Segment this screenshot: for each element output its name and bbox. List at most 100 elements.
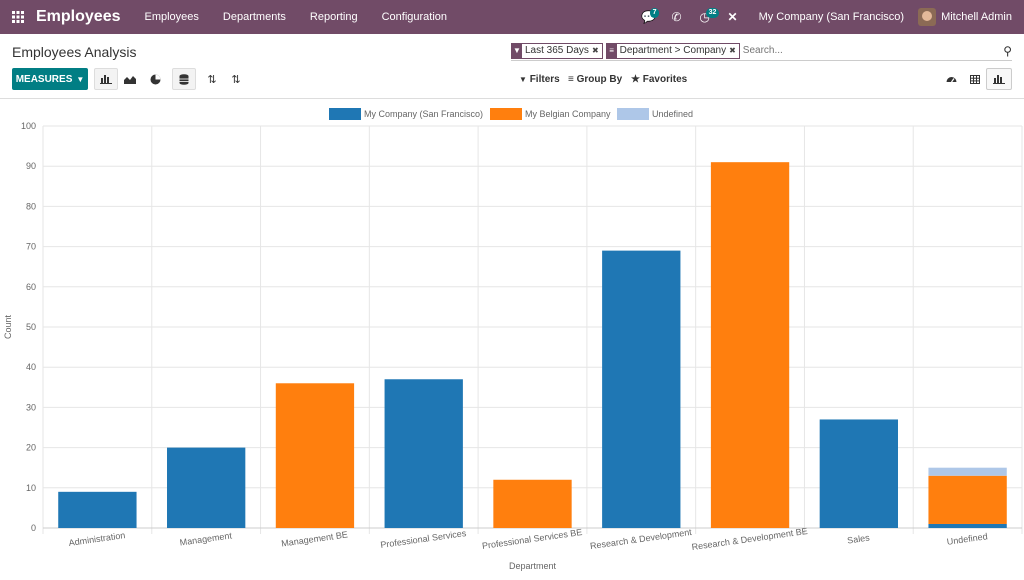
- favorites-dropdown[interactable]: ★ Favorites: [631, 74, 687, 85]
- y-tick-label: 0: [31, 523, 36, 533]
- bar-chart-icon: [993, 75, 1005, 84]
- group-by-icon: ≡: [606, 43, 617, 58]
- messages-button[interactable]: 💬 7: [635, 0, 663, 34]
- phone-button[interactable]: ✆: [663, 0, 691, 34]
- bar-chart: 0 10 20 30 40 50 60 70 80 90 100 Administration Mana…: [3, 108, 1023, 571]
- filters-label: Filters: [529, 74, 560, 85]
- sort-descending-button[interactable]: ⇅: [200, 68, 224, 90]
- y-tick-label: 80: [26, 201, 36, 211]
- stacked-button[interactable]: [172, 68, 196, 90]
- app-brand[interactable]: Employees: [36, 8, 121, 25]
- menu-reporting[interactable]: Reporting: [309, 11, 358, 23]
- avatar: [918, 8, 937, 26]
- facet-period-label: Last 365 Days: [525, 45, 589, 56]
- database-icon: [179, 73, 189, 85]
- sort-ascending-button[interactable]: ⇅: [224, 68, 248, 90]
- facet-groupby[interactable]: ≡ Department > Company ✖: [605, 42, 740, 59]
- facet-groupby-label: Department > Company: [619, 45, 727, 56]
- menu-departments[interactable]: Departments: [222, 11, 286, 23]
- page-title: Employees Analysis: [12, 44, 137, 60]
- bar: [602, 250, 681, 528]
- bar: [928, 467, 1007, 476]
- group-by-label: Group By: [576, 74, 623, 85]
- apps-menu-icon[interactable]: [0, 0, 36, 34]
- filter-icon: ▼: [512, 43, 522, 58]
- bars-icon: ≡: [568, 74, 574, 85]
- control-panel-divider: [0, 98, 1024, 99]
- x-tick-label: Management BE: [281, 529, 349, 548]
- menu-configuration[interactable]: Configuration: [381, 11, 448, 23]
- user-name: Mitchell Admin: [941, 11, 1012, 23]
- legend-label: Undefined: [652, 109, 693, 119]
- y-tick-label: 50: [26, 322, 36, 332]
- x-tick-label: Undefined: [946, 531, 988, 547]
- legend-label: My Company (San Francisco): [364, 109, 483, 119]
- y-tick-label: 70: [26, 242, 36, 252]
- table-icon: [970, 74, 980, 84]
- graph-view-button[interactable]: [986, 68, 1012, 90]
- x-tick-label: Professional Services: [380, 528, 468, 550]
- star-icon: ★: [631, 74, 640, 85]
- activities-badge: 32: [705, 8, 720, 18]
- graph-container: 0 10 20 30 40 50 60 70 80 90 100 Administration Mana…: [0, 100, 1024, 575]
- activities-button[interactable]: ◷ 32: [691, 0, 720, 34]
- remove-facet-icon[interactable]: ✖: [591, 46, 599, 55]
- search-input[interactable]: [742, 45, 943, 56]
- legend-swatch: [329, 108, 361, 120]
- bar: [928, 475, 1007, 524]
- bar: [928, 523, 1007, 528]
- bar-chart-icon: [100, 75, 112, 84]
- y-tick-label: 100: [21, 121, 36, 131]
- bar: [710, 162, 790, 528]
- x-tick-label: Management: [179, 530, 233, 547]
- y-tick-label: 30: [26, 402, 36, 412]
- filters-dropdown[interactable]: ▼ Filters: [519, 74, 560, 85]
- pie-chart-button[interactable]: [143, 68, 167, 90]
- search-bar: ▼ Last 365 Days ✖ ≡ Department > Company…: [511, 41, 1012, 61]
- legend-swatch: [617, 108, 649, 120]
- dashboard-view-button[interactable]: [938, 68, 964, 90]
- caret-down-icon: ▼: [76, 74, 85, 84]
- y-tick-label: 40: [26, 362, 36, 372]
- company-switcher[interactable]: My Company (San Francisco): [758, 11, 905, 23]
- legend-label: My Belgian Company: [525, 109, 611, 119]
- bar: [819, 419, 898, 528]
- pivot-view-button[interactable]: [962, 68, 988, 90]
- y-axis-title: Count: [3, 315, 13, 340]
- x-tick-label: Administration: [68, 530, 126, 548]
- filter-icon: ▼: [519, 75, 527, 84]
- bar: [167, 447, 246, 528]
- x-tick-label: Professional Services BE: [481, 527, 582, 551]
- line-chart-button[interactable]: [118, 68, 142, 90]
- user-menu[interactable]: Mitchell Admin: [918, 8, 1012, 26]
- debug-button[interactable]: ✕: [719, 0, 747, 34]
- y-tick-label: 20: [26, 443, 36, 453]
- sort-numeric-asc-icon: ⇅: [231, 73, 241, 86]
- y-tick-label: 90: [26, 161, 36, 171]
- facet-period[interactable]: ▼ Last 365 Days ✖: [511, 42, 603, 59]
- bar-chart-button[interactable]: [94, 68, 118, 90]
- measures-label: MEASURES: [15, 73, 73, 85]
- phone-icon: ✆: [671, 10, 682, 24]
- x-axis-title: Department: [509, 561, 557, 571]
- bar: [493, 479, 572, 528]
- bar: [384, 379, 463, 528]
- clock-icon: ◷: [699, 10, 710, 24]
- remove-facet-icon[interactable]: ✖: [729, 46, 736, 55]
- x-tick-label: Research & Development BE: [691, 526, 808, 552]
- x-tick-label: Research & Development: [589, 527, 692, 551]
- y-tick-label: 60: [26, 282, 36, 292]
- menu-employees[interactable]: Employees: [144, 11, 199, 23]
- bar: [275, 383, 355, 528]
- dashboard-icon: [946, 77, 956, 83]
- sort-amount-desc-icon: ⇅: [207, 73, 217, 86]
- measures-button[interactable]: MEASURES ▼: [12, 68, 88, 90]
- legend-swatch: [490, 108, 522, 120]
- close-tools-icon: ✕: [727, 10, 738, 24]
- x-tick-label: Sales: [847, 532, 871, 545]
- group-by-dropdown[interactable]: ≡ Group By: [568, 74, 622, 85]
- search-icon[interactable]: ⚲: [1003, 44, 1012, 58]
- favorites-label: Favorites: [642, 74, 688, 85]
- top-navbar: Employees Employees Departments Reportin…: [0, 0, 1024, 34]
- area-chart-icon: [124, 76, 136, 84]
